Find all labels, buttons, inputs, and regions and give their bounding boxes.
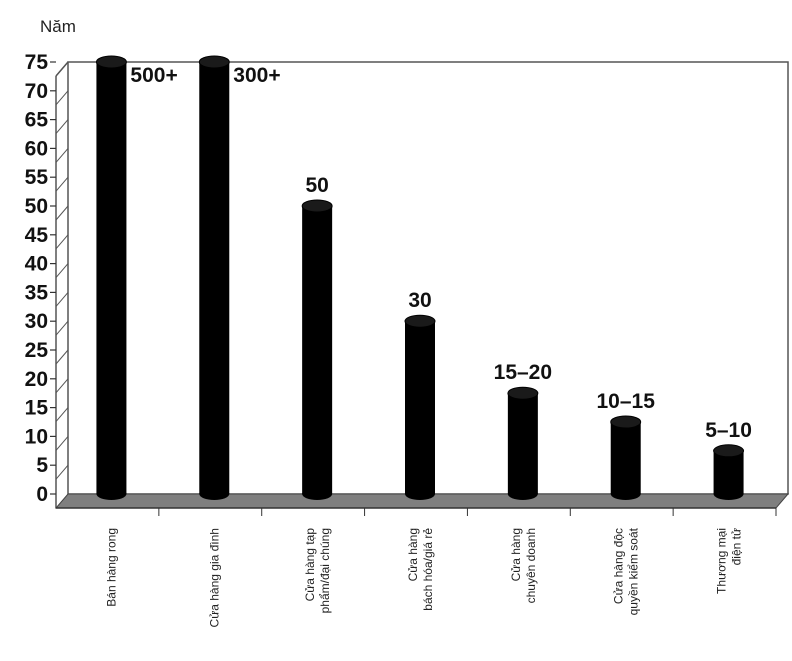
- y-tick-label: 25: [25, 339, 49, 362]
- grid-line-side: [55, 205, 69, 221]
- bar-base: [96, 488, 127, 500]
- y-tick-label: 55: [25, 166, 49, 189]
- x-tick-label: Cửa hàng gia đình: [207, 528, 221, 627]
- bar-base: [302, 488, 333, 500]
- bar-base: [405, 488, 435, 500]
- bar-base: [199, 488, 230, 500]
- bar-body: [610, 422, 641, 494]
- grid-line-side: [55, 119, 69, 134]
- bar: [507, 386, 539, 500]
- bar-top: [301, 199, 333, 213]
- x-tick-label: Cửa hàng độcquyền kiểm soát: [612, 527, 641, 615]
- grid-line-side: [55, 263, 69, 278]
- y-tick-label: 40: [25, 253, 48, 276]
- grid-line-side: [55, 436, 69, 451]
- y-tick-label: 65: [25, 109, 49, 132]
- data-label: 10–15: [597, 390, 656, 413]
- data-label: 15–20: [494, 361, 552, 384]
- bar-base: [507, 488, 538, 500]
- y-tick-label: 10: [25, 425, 48, 448]
- y-tick-label: 45: [25, 224, 49, 247]
- bar: [610, 415, 642, 500]
- bar: [95, 55, 127, 500]
- grid-line-side: [55, 320, 69, 336]
- bar: [198, 55, 230, 500]
- bar-body: [302, 206, 333, 494]
- y-tick-label: 30: [25, 310, 48, 333]
- y-axis-ticks: 0 5 10 15 20 25 30 35 40 45 50 55 60 65 70 75: [25, 51, 56, 506]
- y-tick-label: 20: [25, 368, 48, 391]
- data-labels: 500+ 300+ 50 30 15–20 10–15 5–10: [130, 64, 752, 442]
- grid-line-side: [55, 407, 69, 422]
- grid-line-side: [55, 90, 69, 106]
- y-axis-title: Năm: [40, 17, 76, 36]
- y-tick-label: 0: [36, 483, 48, 506]
- bar: [301, 199, 333, 500]
- bar-top: [95, 55, 127, 69]
- bar-top: [198, 55, 230, 69]
- bar: [713, 444, 745, 500]
- x-tick-label: Cửa hàng tạpphẩm/đại chúng: [303, 528, 332, 614]
- x-tick-label: Cửa hàngchuyên doanh: [509, 528, 538, 603]
- y-tick-label: 50: [25, 195, 48, 218]
- bar-body: [96, 62, 127, 494]
- bar-base: [713, 488, 744, 500]
- x-tick-label: Thương mạiđiện tử: [715, 528, 744, 594]
- bar: [404, 314, 436, 500]
- grid-line-side: [55, 176, 69, 192]
- bar-body: [199, 62, 230, 494]
- x-axis-labels: Bán hàng rong Cửa hàng gia đình Cửa hàng t…: [104, 508, 777, 627]
- data-label: 500+: [130, 64, 177, 87]
- bars: [95, 55, 745, 500]
- data-label: 5–10: [705, 419, 752, 442]
- y-tick-label: 70: [25, 80, 48, 103]
- y-tick-label: 75: [25, 51, 49, 74]
- grid-line-side: [55, 292, 69, 307]
- grid-line-side: [55, 378, 69, 394]
- x-tick-label: Bán hàng rong: [104, 528, 118, 607]
- grid-line-side: [55, 148, 69, 163]
- chart-floor: [54, 493, 790, 509]
- bar-body: [713, 450, 744, 494]
- data-label: 30: [408, 289, 431, 312]
- x-tick-label: Cửa hàngbách hóa/giá rẻ: [406, 528, 435, 611]
- bar-base: [610, 488, 641, 500]
- y-tick-label: 35: [25, 281, 49, 304]
- plot-wall-edge-top: [55, 61, 69, 77]
- bar-body: [507, 393, 538, 494]
- data-label: 50: [305, 174, 328, 197]
- grid-line-side: [55, 234, 69, 250]
- grid-line-side: [55, 464, 69, 480]
- y-tick-label: 60: [25, 137, 48, 160]
- y-tick-label: 5: [36, 454, 48, 477]
- data-label: 300+: [233, 64, 280, 87]
- grid-line-side: [55, 349, 69, 365]
- y-tick-label: 15: [25, 397, 49, 420]
- bar-top: [713, 444, 745, 458]
- bar-body: [405, 321, 435, 494]
- bar-top: [404, 314, 436, 328]
- bar-top: [610, 415, 642, 429]
- bar-top: [507, 386, 539, 400]
